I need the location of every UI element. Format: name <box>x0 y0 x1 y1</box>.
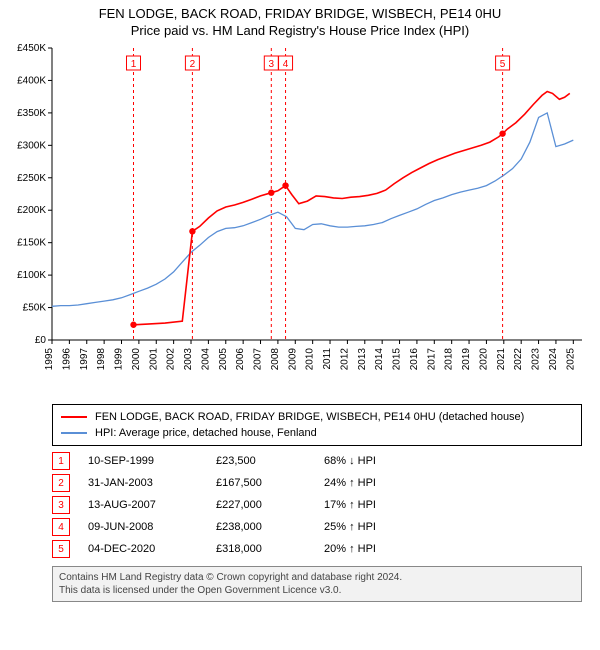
svg-text:2011: 2011 <box>322 348 333 370</box>
transaction-row: 4 09-JUN-2008 £238,000 25% ↑ HPI <box>52 516 582 538</box>
legend-label: FEN LODGE, BACK ROAD, FRIDAY BRIDGE, WIS… <box>95 411 524 423</box>
svg-text:2020: 2020 <box>478 348 489 371</box>
svg-text:2015: 2015 <box>392 348 403 371</box>
transaction-pct-vs-hpi: 17% ↑ HPI <box>324 499 434 511</box>
svg-text:5: 5 <box>500 59 506 70</box>
transactions-table: 1 10-SEP-1999 £23,500 68% ↓ HPI 2 31-JAN-2003… <box>52 450 582 560</box>
legend: FEN LODGE, BACK ROAD, FRIDAY BRIDGE, WIS… <box>52 404 582 446</box>
svg-text:£350K: £350K <box>17 108 46 119</box>
transaction-badge: 2 <box>52 474 70 492</box>
transaction-price: £238,000 <box>216 521 306 533</box>
svg-text:1997: 1997 <box>79 348 90 371</box>
attribution-footer: Contains HM Land Registry data © Crown c… <box>52 566 582 602</box>
svg-text:£0: £0 <box>35 335 47 346</box>
svg-text:2002: 2002 <box>166 348 177 371</box>
transaction-pct-vs-hpi: 25% ↑ HPI <box>324 521 434 533</box>
svg-text:£50K: £50K <box>23 303 47 314</box>
svg-text:2024: 2024 <box>548 348 559 371</box>
transaction-price: £23,500 <box>216 455 306 467</box>
svg-text:2004: 2004 <box>200 348 211 371</box>
svg-text:2009: 2009 <box>287 348 298 371</box>
transaction-date: 31-JAN-2003 <box>88 477 198 489</box>
transaction-pct-vs-hpi: 24% ↑ HPI <box>324 477 434 489</box>
transaction-badge: 4 <box>52 518 70 536</box>
transaction-badge: 1 <box>52 452 70 470</box>
transaction-badge: 5 <box>52 540 70 558</box>
svg-text:2012: 2012 <box>339 348 350 371</box>
transaction-date: 13-AUG-2007 <box>88 499 198 511</box>
svg-text:2014: 2014 <box>374 348 385 371</box>
chart-titles: FEN LODGE, BACK ROAD, FRIDAY BRIDGE, WIS… <box>0 0 600 38</box>
svg-text:2006: 2006 <box>235 348 246 371</box>
svg-text:2018: 2018 <box>444 348 455 371</box>
svg-text:2025: 2025 <box>565 348 576 371</box>
plot-svg: £0 £50K £100K £150K £200K £250K £300K £350K £400… <box>0 38 600 398</box>
svg-text:1: 1 <box>131 59 137 70</box>
footer-line: This data is licensed under the Open Gov… <box>59 584 575 597</box>
svg-text:2017: 2017 <box>426 348 437 371</box>
svg-text:£200K: £200K <box>17 205 46 216</box>
chart-container: FEN LODGE, BACK ROAD, FRIDAY BRIDGE, WIS… <box>0 0 600 602</box>
plot-area: £0 £50K £100K £150K £200K £250K £300K £350K £400… <box>0 38 600 398</box>
transaction-row: 5 04-DEC-2020 £318,000 20% ↑ HPI <box>52 538 582 560</box>
legend-swatch <box>61 416 87 418</box>
svg-text:2010: 2010 <box>305 348 316 371</box>
svg-text:2016: 2016 <box>409 348 420 371</box>
svg-text:2005: 2005 <box>218 348 229 371</box>
transaction-row: 2 31-JAN-2003 £167,500 24% ↑ HPI <box>52 472 582 494</box>
transaction-row: 1 10-SEP-1999 £23,500 68% ↓ HPI <box>52 450 582 472</box>
legend-swatch <box>61 432 87 434</box>
svg-text:2003: 2003 <box>183 348 194 371</box>
legend-item: HPI: Average price, detached house, Fenl… <box>61 425 573 441</box>
transaction-pct-vs-hpi: 68% ↓ HPI <box>324 455 434 467</box>
svg-text:4: 4 <box>283 59 289 70</box>
svg-text:1996: 1996 <box>61 348 72 371</box>
svg-text:2001: 2001 <box>148 348 159 371</box>
svg-text:1999: 1999 <box>114 348 125 371</box>
transaction-price: £227,000 <box>216 499 306 511</box>
svg-text:2000: 2000 <box>131 348 142 371</box>
svg-text:£450K: £450K <box>17 43 46 54</box>
transaction-date: 09-JUN-2008 <box>88 521 198 533</box>
svg-text:2021: 2021 <box>496 348 507 371</box>
svg-text:2023: 2023 <box>531 348 542 371</box>
chart-subtitle: Price paid vs. HM Land Registry's House … <box>0 23 600 38</box>
transaction-price: £167,500 <box>216 477 306 489</box>
transaction-date: 10-SEP-1999 <box>88 455 198 467</box>
svg-text:1995: 1995 <box>44 348 55 371</box>
transaction-badge: 3 <box>52 496 70 514</box>
chart-title-address: FEN LODGE, BACK ROAD, FRIDAY BRIDGE, WIS… <box>0 6 600 21</box>
svg-text:£100K: £100K <box>17 270 46 281</box>
legend-label: HPI: Average price, detached house, Fenl… <box>95 427 317 439</box>
svg-text:2022: 2022 <box>513 348 524 371</box>
transaction-row: 3 13-AUG-2007 £227,000 17% ↑ HPI <box>52 494 582 516</box>
svg-text:1998: 1998 <box>96 348 107 371</box>
legend-item: FEN LODGE, BACK ROAD, FRIDAY BRIDGE, WIS… <box>61 409 573 425</box>
svg-text:2: 2 <box>190 59 196 70</box>
svg-text:2008: 2008 <box>270 348 281 371</box>
transaction-price: £318,000 <box>216 543 306 555</box>
svg-text:£250K: £250K <box>17 173 46 184</box>
svg-text:3: 3 <box>269 59 275 70</box>
svg-text:£150K: £150K <box>17 238 46 249</box>
svg-text:2019: 2019 <box>461 348 472 371</box>
svg-text:£400K: £400K <box>17 75 46 86</box>
footer-line: Contains HM Land Registry data © Crown c… <box>59 571 575 584</box>
svg-text:2007: 2007 <box>253 348 264 371</box>
svg-text:£300K: £300K <box>17 140 46 151</box>
transaction-pct-vs-hpi: 20% ↑ HPI <box>324 543 434 555</box>
svg-text:2013: 2013 <box>357 348 368 371</box>
transaction-date: 04-DEC-2020 <box>88 543 198 555</box>
